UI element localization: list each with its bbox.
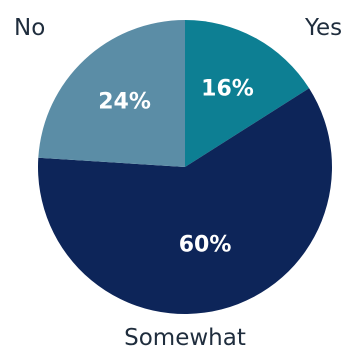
slice-value-label-no: 24% [98, 90, 151, 115]
slice-value-label-somewhat: 60% [179, 232, 232, 257]
pie-slices [38, 19, 333, 314]
category-label-yes: Yes [304, 15, 342, 41]
percentage-labels: 16% 60% 24% [98, 77, 254, 258]
slice-value-label-yes: 16% [201, 77, 254, 102]
pie-slice-yes [185, 19, 310, 167]
category-label-no: No [14, 15, 45, 41]
category-label-somewhat: Somewhat [124, 325, 246, 351]
pie-slice-somewhat [38, 88, 333, 314]
pie-slice-no [38, 20, 185, 167]
category-labels: Yes Somewhat No [14, 15, 342, 351]
